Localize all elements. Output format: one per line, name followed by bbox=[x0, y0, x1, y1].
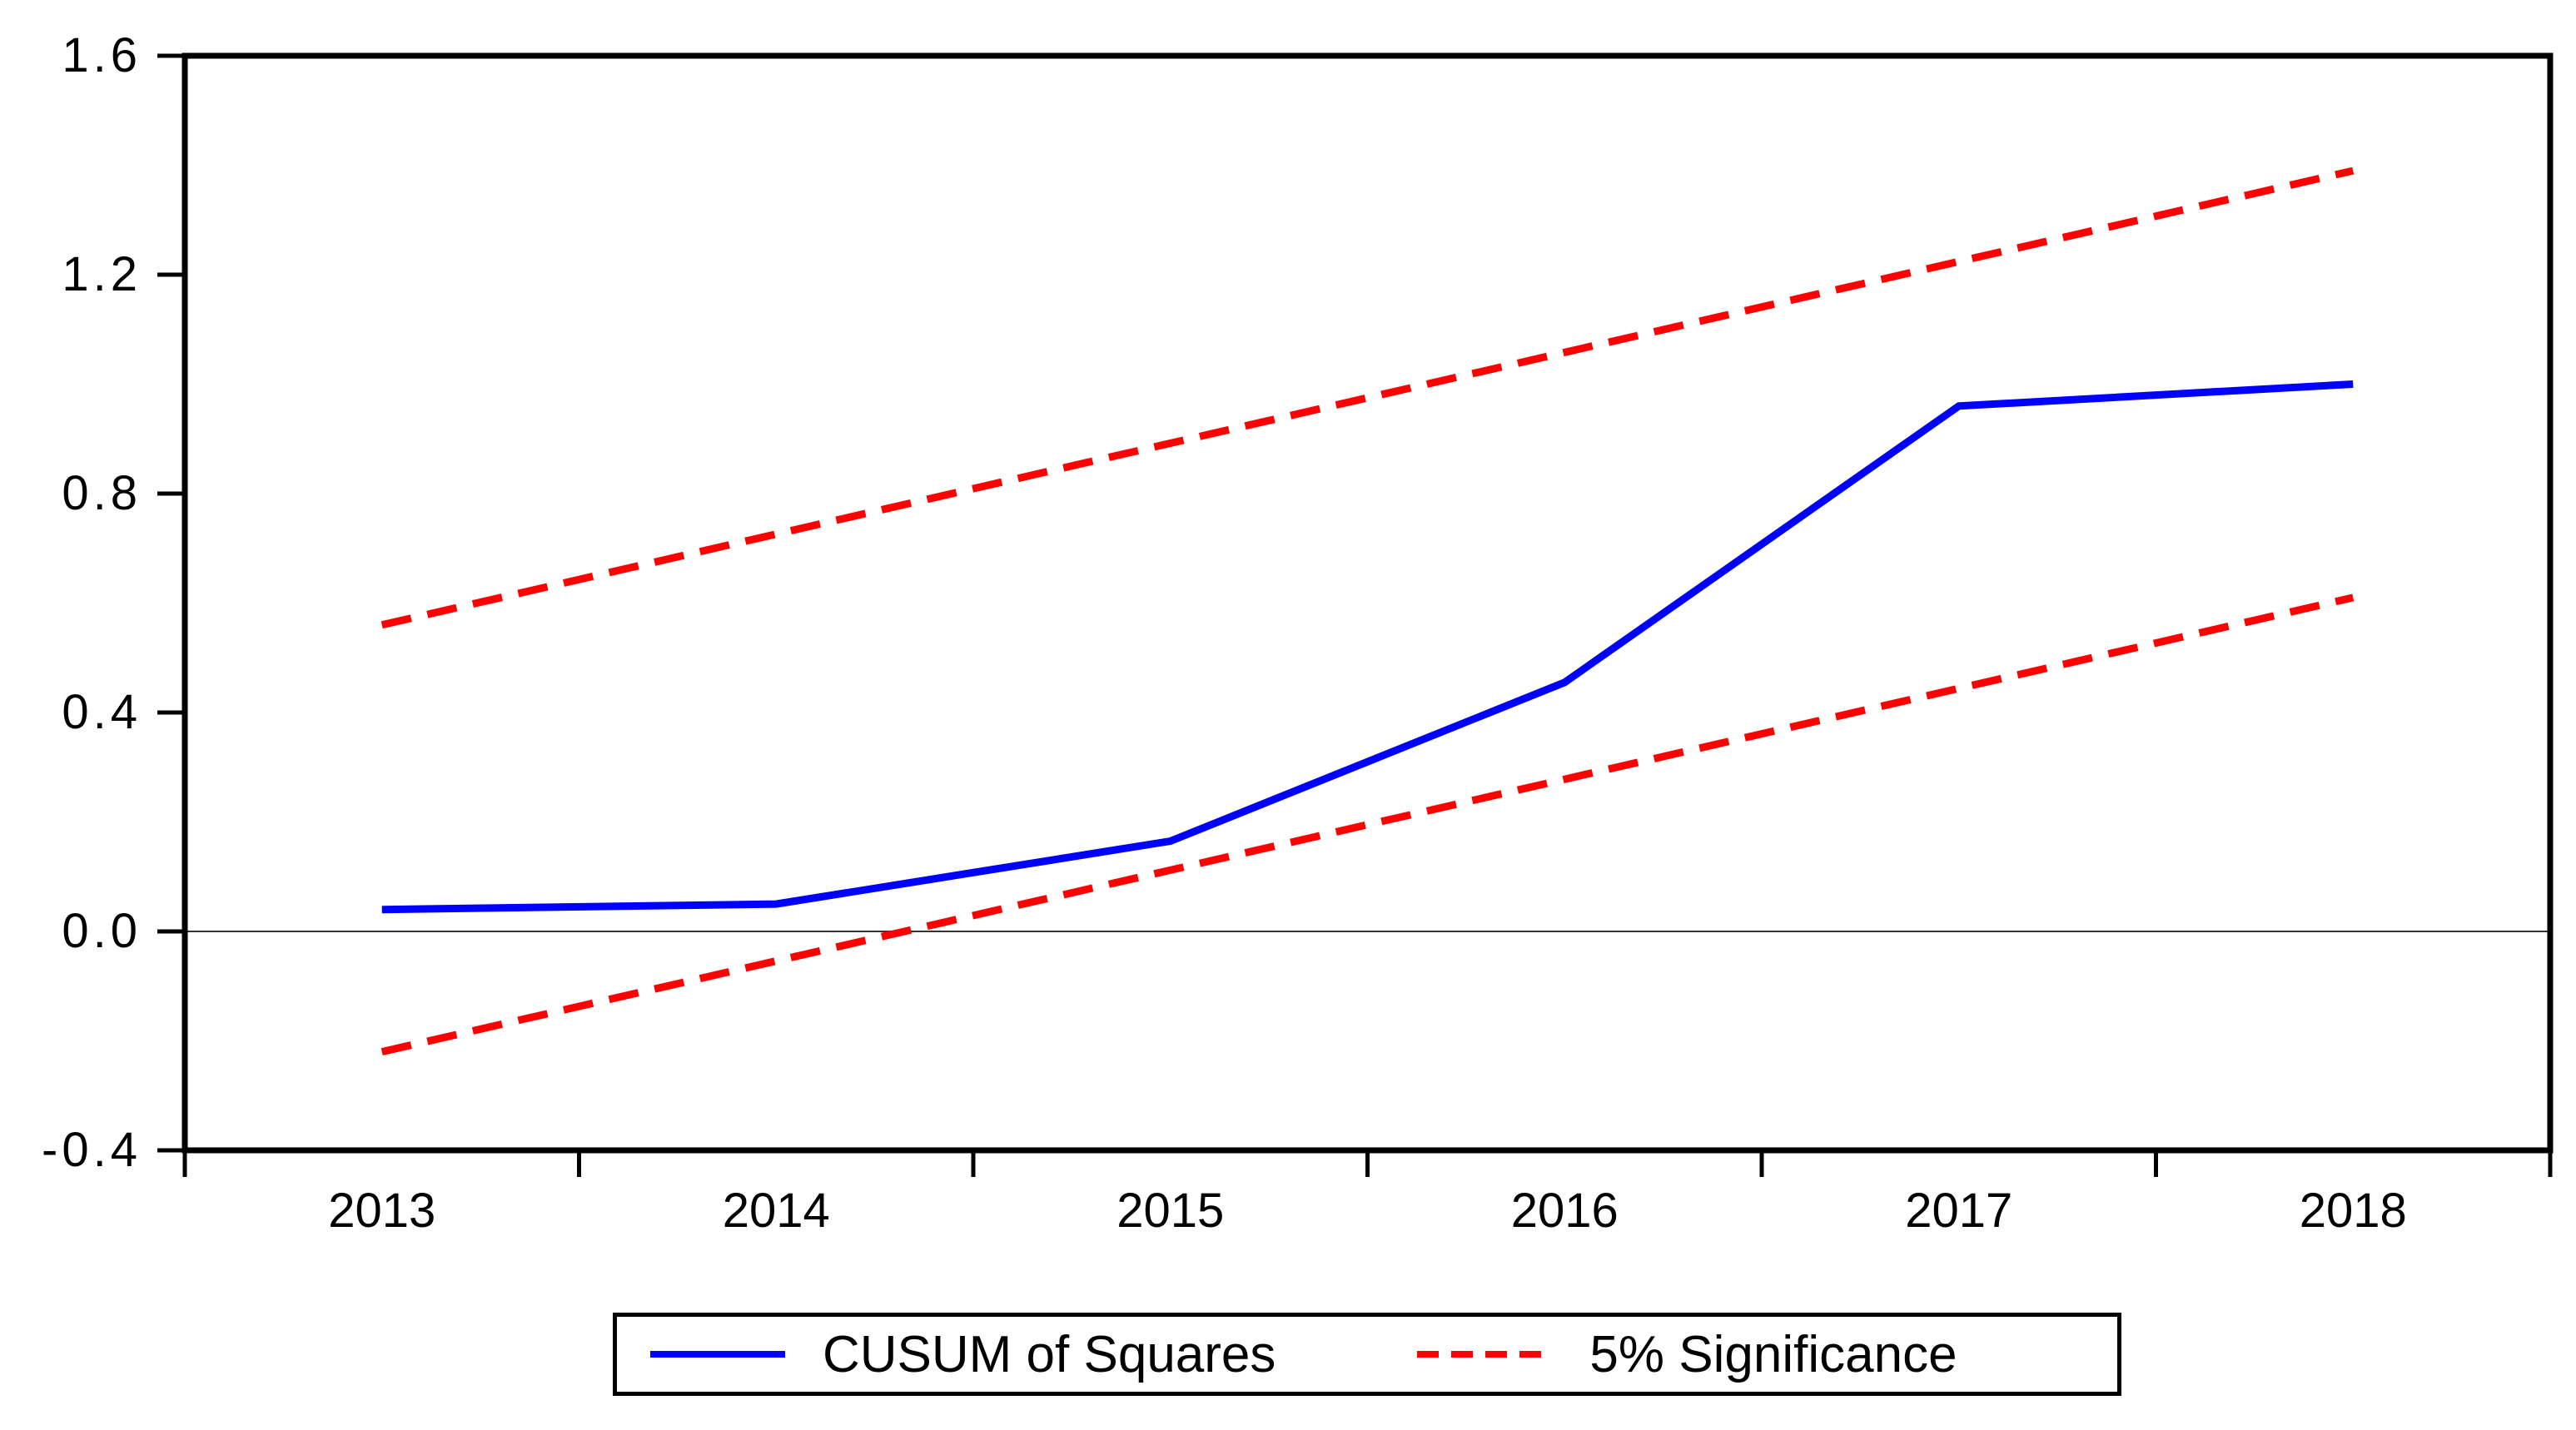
x-axis-tick-label: 2014 bbox=[722, 1184, 830, 1238]
y-axis-tick-label: 1.2 bbox=[62, 247, 142, 301]
legend-label-cusum: CUSUM of Squares bbox=[823, 1325, 1276, 1383]
legend-item-cusum: CUSUM of Squares bbox=[650, 1325, 1276, 1384]
x-axis-tick-label: 2013 bbox=[328, 1184, 436, 1238]
x-axis-tick-label: 2015 bbox=[1116, 1184, 1225, 1238]
cusum-line bbox=[381, 380, 2354, 914]
y-axis-tick-label: 0.4 bbox=[62, 685, 142, 739]
y-axis-tick-label: 1.6 bbox=[62, 28, 142, 82]
legend: CUSUM of Squares 5% Significance bbox=[613, 1313, 2121, 1396]
y-axis-tick-label: 0.0 bbox=[62, 904, 142, 958]
x-axis-tick-label: 2018 bbox=[2299, 1184, 2407, 1238]
significance-line-swatch bbox=[1417, 1351, 1553, 1358]
cusum-line-swatch bbox=[650, 1351, 785, 1358]
x-axis-tick-label: 2017 bbox=[1905, 1184, 2013, 1238]
plot-border bbox=[182, 52, 2554, 1154]
y-axis-tick-label: -0.4 bbox=[42, 1123, 142, 1177]
x-axis-tick-label: 2016 bbox=[1510, 1184, 1619, 1238]
y-axis-tick-label: 0.8 bbox=[62, 466, 142, 520]
significance-lower-line bbox=[380, 593, 2355, 1056]
legend-item-significance: 5% Significance bbox=[1417, 1325, 1957, 1384]
significance-upper-line bbox=[380, 166, 2355, 629]
legend-label-significance: 5% Significance bbox=[1589, 1325, 1957, 1383]
